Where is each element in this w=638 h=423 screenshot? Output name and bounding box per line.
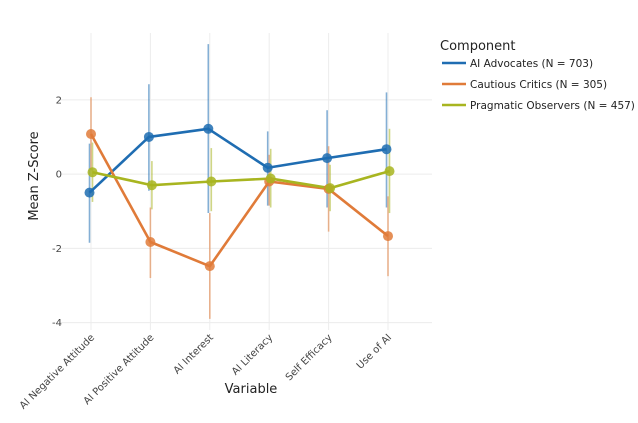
legend-label: Pragmatic Observers (N = 457): [470, 100, 635, 112]
series-line: [89, 133, 389, 268]
y-tick-label: -2: [52, 244, 62, 255]
x-tick-label: Self Efficacy: [284, 332, 335, 383]
x-tick-label: AI Interest: [172, 332, 216, 376]
data-point: [146, 180, 157, 191]
data-point: [322, 153, 333, 164]
data-point: [383, 231, 393, 242]
x-tick-label: Use of AI: [355, 332, 394, 371]
series-lines: [88, 127, 390, 268]
y-axis-ticks: -4 -2 0 2: [52, 95, 62, 329]
data-point: [145, 237, 156, 248]
y-axis-title: Mean Z-Score: [27, 131, 42, 220]
y-tick-label: -4: [52, 318, 62, 329]
legend-label: AI Advocates (N = 703): [470, 58, 593, 70]
data-point: [204, 261, 215, 272]
data-point: [206, 176, 217, 187]
series-line: [88, 127, 387, 194]
data-point: [265, 173, 276, 184]
data-point: [87, 167, 98, 178]
legend-label: Cautious Critics (N = 305): [470, 79, 607, 91]
series-points: [84, 123, 395, 272]
x-tick-label: AI Literacy: [230, 332, 275, 377]
data-point: [143, 131, 154, 142]
y-tick-label: 0: [56, 170, 62, 181]
y-tick-label: 2: [56, 95, 62, 106]
data-point: [381, 144, 392, 155]
data-point: [84, 187, 95, 198]
data-point: [325, 183, 336, 194]
data-point: [203, 123, 214, 134]
data-point: [262, 162, 273, 173]
data-point: [384, 166, 395, 177]
x-axis-title: Variable: [225, 382, 278, 397]
series-line: [92, 169, 390, 190]
legend-title: Component: [440, 39, 515, 54]
legend: Component AI Advocates (N = 703) Cautious…: [440, 39, 635, 112]
data-point: [86, 128, 96, 139]
